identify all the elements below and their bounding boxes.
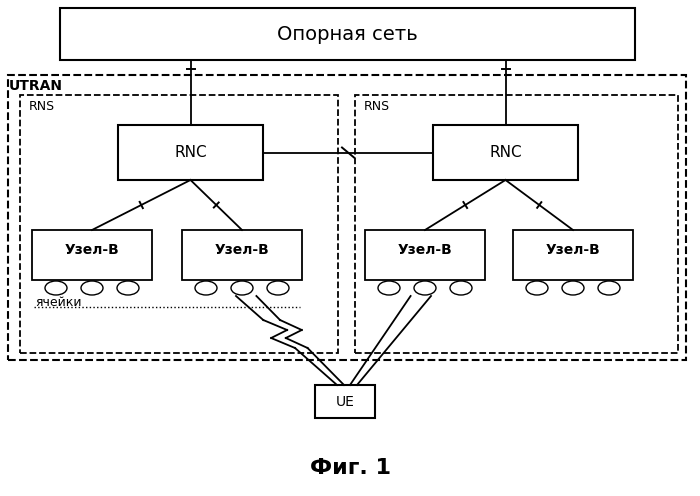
- Bar: [20, 95, 338, 353]
- Bar: [8, 75, 686, 360]
- Bar: [433, 125, 578, 180]
- Ellipse shape: [117, 281, 139, 295]
- Text: UE: UE: [335, 394, 354, 409]
- Text: RNC: RNC: [489, 145, 522, 160]
- Text: Узел-В: Узел-В: [398, 243, 452, 257]
- Bar: [182, 230, 302, 280]
- Text: RNS: RNS: [364, 100, 390, 113]
- Bar: [355, 95, 678, 353]
- Text: UTRAN: UTRAN: [9, 79, 63, 93]
- Ellipse shape: [81, 281, 103, 295]
- Ellipse shape: [45, 281, 67, 295]
- Text: RNC: RNC: [174, 145, 206, 160]
- Ellipse shape: [195, 281, 217, 295]
- Text: ячейки: ячейки: [35, 297, 81, 310]
- Ellipse shape: [450, 281, 472, 295]
- Ellipse shape: [598, 281, 620, 295]
- Text: RNS: RNS: [29, 100, 55, 113]
- Text: Узел-В: Узел-В: [545, 243, 601, 257]
- Bar: [513, 230, 633, 280]
- Ellipse shape: [562, 281, 584, 295]
- Text: Узел-В: Узел-В: [215, 243, 270, 257]
- Ellipse shape: [267, 281, 289, 295]
- Ellipse shape: [378, 281, 400, 295]
- Text: Опорная сеть: Опорная сеть: [277, 24, 418, 44]
- Text: Узел-В: Узел-В: [64, 243, 120, 257]
- Ellipse shape: [414, 281, 436, 295]
- Bar: [32, 230, 152, 280]
- Bar: [60, 8, 635, 60]
- Text: Фиг. 1: Фиг. 1: [309, 458, 391, 478]
- Ellipse shape: [231, 281, 253, 295]
- Bar: [118, 125, 263, 180]
- Ellipse shape: [526, 281, 548, 295]
- Bar: [315, 385, 375, 418]
- Bar: [365, 230, 485, 280]
